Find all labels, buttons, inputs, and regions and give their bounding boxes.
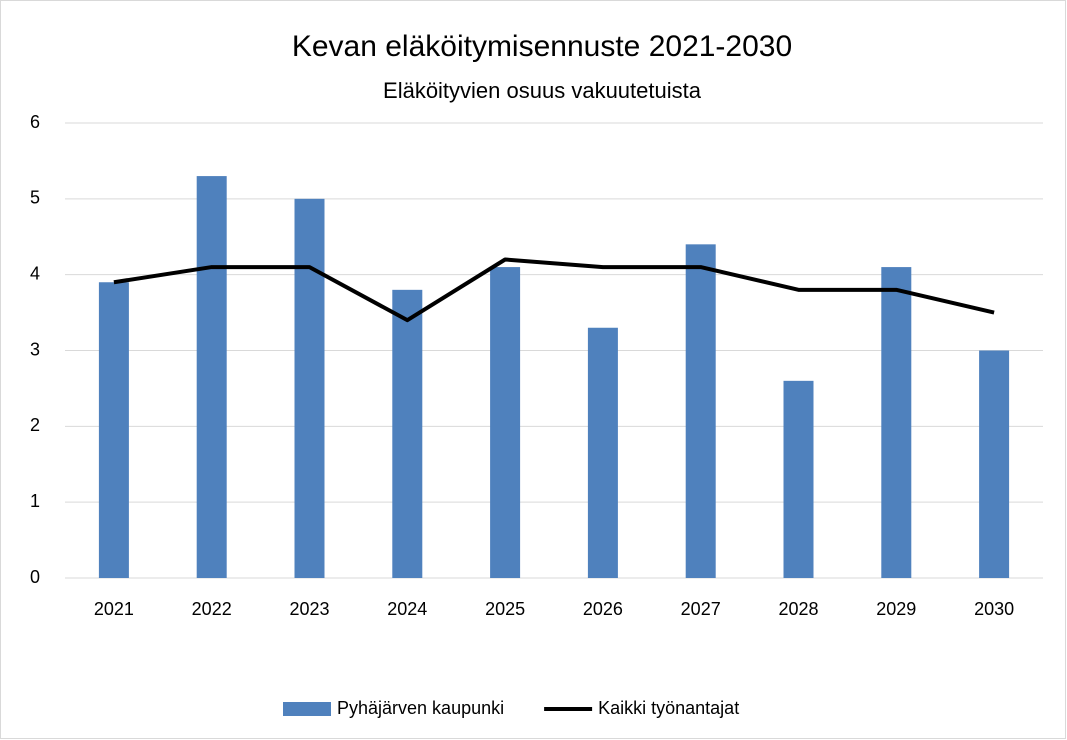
legend-swatch xyxy=(283,702,331,716)
x-tick-label: 2030 xyxy=(974,599,1014,619)
x-tick-label: 2025 xyxy=(485,599,525,619)
bar xyxy=(294,198,325,579)
x-tick-label: 2024 xyxy=(387,599,427,619)
x-tick-label: 2023 xyxy=(289,599,329,619)
y-tick-label: 3 xyxy=(30,339,40,359)
x-tick-label: 2026 xyxy=(583,599,623,619)
legend-label: Kaikki työnantajat xyxy=(598,698,739,718)
bar xyxy=(392,289,423,578)
bar xyxy=(881,267,912,578)
x-tick-label: 2021 xyxy=(94,599,134,619)
line xyxy=(113,257,995,323)
y-tick-label: 1 xyxy=(30,491,40,511)
bar xyxy=(98,282,129,578)
y-tick-label: 4 xyxy=(30,263,40,283)
bar xyxy=(783,380,814,578)
bar xyxy=(979,350,1010,578)
bar xyxy=(196,176,227,579)
y-tick-label: 5 xyxy=(30,188,40,208)
legend-label: Pyhäjärven kaupunki xyxy=(337,698,504,718)
chart-subtitle: Eläköityvien osuus vakuutetuista xyxy=(383,78,702,103)
y-tick-label: 0 xyxy=(30,567,40,587)
y-tick-label: 6 xyxy=(30,112,40,132)
chart-title: Kevan eläköitymisennuste 2021-2030 xyxy=(292,30,792,63)
bar xyxy=(587,327,618,578)
y-tick-label: 2 xyxy=(30,415,40,435)
x-tick-label: 2022 xyxy=(192,599,232,619)
x-tick-label: 2028 xyxy=(778,599,818,619)
x-tick-label: 2029 xyxy=(876,599,916,619)
bar xyxy=(685,244,716,579)
x-tick-label: 2027 xyxy=(681,599,721,619)
bar xyxy=(490,267,521,578)
